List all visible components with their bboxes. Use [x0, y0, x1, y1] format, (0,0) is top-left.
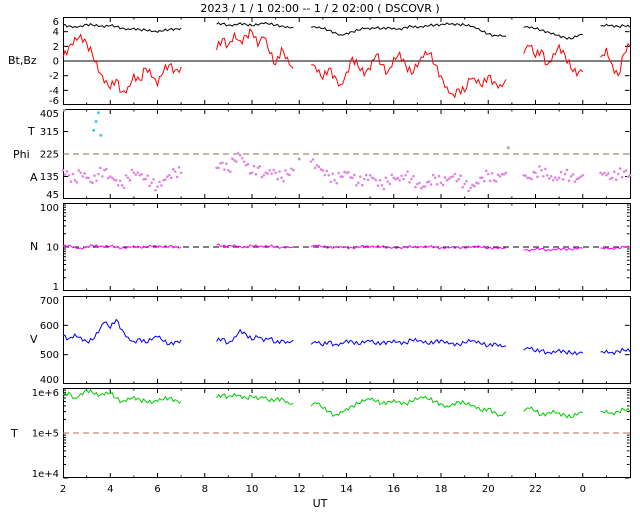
svg-text:14: 14: [340, 484, 353, 495]
svg-text:400: 400: [40, 375, 59, 384]
svg-text:135: 135: [40, 172, 59, 183]
panel-bt-bz: 64 2 0 -2 -4-6: [49, 17, 631, 105]
svg-text:2: 2: [60, 484, 66, 495]
ylabel-phi: Phi: [13, 148, 30, 161]
svg-text:20: 20: [482, 484, 495, 495]
svg-text:1e+5: 1e+5: [32, 429, 59, 440]
svg-text:4: 4: [53, 27, 59, 38]
panel-phi: 405 315 225 135 45: [40, 109, 632, 199]
svg-text:45: 45: [46, 190, 59, 199]
svg-text:12: 12: [293, 484, 306, 495]
svg-text:0: 0: [580, 484, 586, 495]
ylabel-phi-t: T: [28, 125, 35, 138]
svg-text:100: 100: [40, 203, 59, 214]
svg-text:700: 700: [40, 296, 59, 307]
svg-text:600: 600: [40, 321, 59, 332]
plot-title: 2023 / 1 / 1 02:00 -- 1 / 2 02:00 ( DSCO…: [200, 2, 440, 15]
svg-text:1: 1: [53, 282, 59, 291]
svg-text:0: 0: [53, 57, 59, 68]
ylabel-phi-a: A: [30, 171, 38, 184]
svg-text:10: 10: [46, 243, 59, 254]
svg-text:8: 8: [202, 484, 208, 495]
ylabel-temperature: T: [11, 427, 18, 440]
panel-density: 100 10 1: [40, 203, 631, 291]
svg-text:2: 2: [53, 42, 59, 53]
svg-text:-2: -2: [49, 71, 59, 82]
svg-text:405: 405: [40, 109, 59, 120]
svg-text:6: 6: [53, 17, 59, 28]
panel-speed: 700 600 500 400: [40, 296, 631, 384]
svg-text:315: 315: [40, 127, 59, 138]
panel-temperature: 1e+6 1e+5 1e+42 4 6 8 10 12 14 16 18 20 22 0: [32, 388, 631, 495]
ylabel-bt-bz: Bt,Bz: [8, 54, 37, 67]
svg-text:18: 18: [435, 484, 448, 495]
svg-text:16: 16: [387, 484, 400, 495]
svg-text:22: 22: [529, 484, 542, 495]
svg-text:1e+4: 1e+4: [32, 469, 59, 480]
svg-text:10: 10: [246, 484, 259, 495]
svg-text:500: 500: [40, 350, 59, 361]
x-axis-label: UT: [312, 497, 328, 510]
svg-text:6: 6: [154, 484, 160, 495]
ylabel-density: N: [30, 240, 39, 253]
ylabel-speed: V: [30, 333, 38, 346]
svg-text:4: 4: [107, 484, 113, 495]
svg-text:-4: -4: [49, 86, 59, 97]
svg-text:-6: -6: [49, 96, 59, 105]
svg-text:1e+6: 1e+6: [32, 388, 59, 399]
svg-text:225: 225: [40, 150, 59, 161]
